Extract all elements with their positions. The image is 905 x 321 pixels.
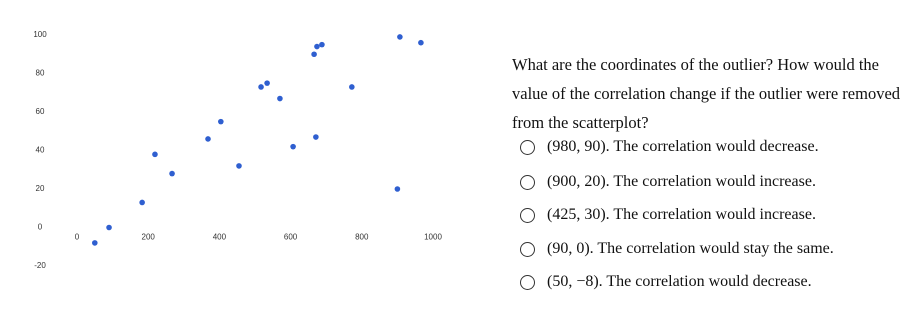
option-label: (90, 0). The correlation would stay the … [547, 240, 834, 257]
y-tick-label: 40 [36, 146, 45, 155]
point [139, 199, 145, 206]
option[interactable]: (980, 90). The correlation would decreas… [520, 138, 819, 156]
point [258, 84, 264, 90]
y-tick-label: 20 [36, 184, 45, 193]
point [314, 43, 320, 50]
point [319, 41, 325, 48]
y-tick-label: 0 [38, 223, 43, 232]
point [349, 84, 355, 90]
option[interactable]: (50, −8). The correlation would decrease… [520, 273, 812, 291]
option[interactable]: (425, 30). The correlation would increas… [520, 206, 816, 224]
option[interactable]: (900, 20). The correlation would increas… [520, 173, 816, 191]
x-tick-label: 400 [213, 233, 227, 242]
radio-button[interactable] [520, 241, 535, 257]
x-tick-label: 1000 [424, 233, 442, 242]
option[interactable]: (90, 0). The correlation would stay the … [520, 240, 834, 258]
point [152, 151, 158, 158]
point [169, 170, 175, 177]
point [92, 240, 98, 246]
option-label: (50, −8). The correlation would decrease… [547, 273, 812, 290]
x-tick-label: 0 [75, 233, 80, 242]
y-tick-label: 60 [36, 107, 45, 116]
point [313, 134, 319, 140]
point [290, 143, 296, 150]
point [277, 95, 283, 102]
radio-button[interactable] [520, 274, 535, 290]
point [264, 80, 270, 86]
x-tick-label: 200 [142, 233, 156, 242]
point [106, 224, 112, 231]
radio-button[interactable] [520, 207, 535, 223]
radio-button[interactable] [520, 174, 535, 190]
point [418, 39, 424, 46]
x-tick-label: 600 [284, 233, 298, 242]
point [236, 163, 242, 169]
question-text: What are the coordinates of the outlier?… [512, 55, 901, 132]
option-label: (425, 30). The correlation would increas… [547, 206, 816, 223]
point [394, 186, 401, 192]
y-tick-label: 80 [36, 69, 45, 78]
option-label: (900, 20). The correlation would increas… [547, 173, 816, 190]
y-tick-label: -20 [34, 261, 46, 270]
point [205, 136, 211, 142]
y-tick-label: 100 [33, 30, 47, 39]
radio-button[interactable] [520, 139, 535, 155]
x-tick-label: 800 [355, 233, 369, 242]
option-label: (980, 90). The correlation would decreas… [547, 138, 819, 155]
point [397, 34, 403, 40]
point [218, 118, 224, 125]
point [311, 51, 317, 58]
